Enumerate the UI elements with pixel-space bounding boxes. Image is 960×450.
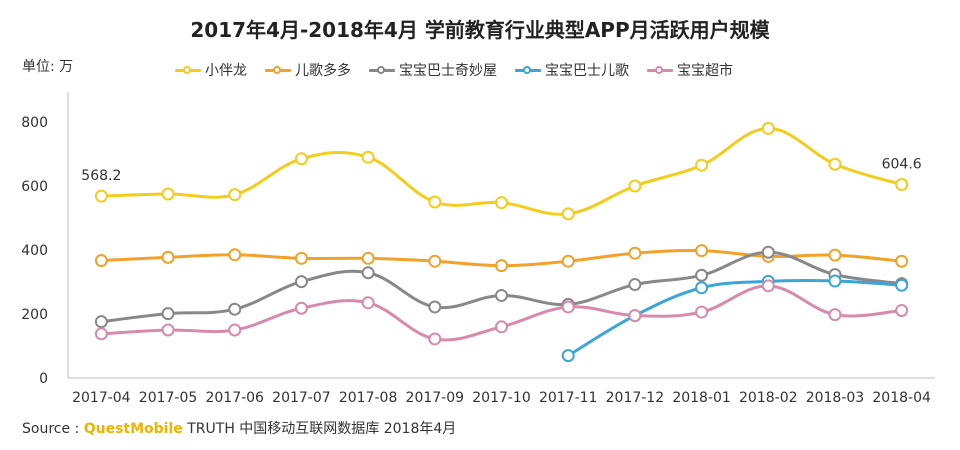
source-note: Source : QuestMobile TRUTH 中国移动互联网数据库 20… — [22, 418, 456, 438]
y-tick-label: 600 — [21, 179, 48, 195]
data-point — [361, 150, 375, 164]
data-point — [761, 121, 775, 135]
data-point — [94, 327, 108, 341]
data-point — [361, 266, 375, 280]
legend-label: 小伴龙 — [205, 63, 247, 79]
data-point — [94, 189, 108, 203]
data-point — [228, 248, 242, 262]
data-point — [895, 178, 909, 192]
x-tick-label: 2017-11 — [539, 390, 598, 406]
y-tick-label: 200 — [21, 307, 48, 323]
data-point — [695, 305, 709, 319]
data-point — [828, 274, 842, 288]
source-rest: TRUTH 中国移动互联网数据库 2018年4月 — [187, 421, 457, 437]
data-point — [428, 332, 442, 346]
data-point — [161, 307, 175, 321]
data-point — [628, 179, 642, 193]
unit-label: 单位: 万 — [22, 59, 74, 75]
data-point — [895, 303, 909, 317]
legend-label: 宝宝巴士奇妙屋 — [399, 63, 497, 79]
x-tick-label: 2017-04 — [72, 390, 131, 406]
data-point — [561, 207, 575, 221]
legend-item: 宝宝巴士儿歌 — [515, 60, 629, 80]
data-point — [361, 251, 375, 265]
data-point — [761, 245, 775, 259]
data-point — [94, 315, 108, 329]
x-tick-label: 2017-09 — [406, 390, 465, 406]
data-point — [161, 187, 175, 201]
legend-label: 儿歌多多 — [295, 63, 351, 79]
data-point — [761, 279, 775, 293]
data-point — [561, 300, 575, 314]
data-point — [161, 250, 175, 264]
data-point — [895, 254, 909, 268]
x-tick-label: 2017-08 — [339, 390, 398, 406]
source-prefix: Source : — [22, 421, 80, 437]
data-point — [495, 320, 508, 334]
legend-item: 儿歌多多 — [265, 60, 351, 80]
legend-label: 宝宝超市 — [677, 63, 733, 79]
data-point — [561, 349, 575, 363]
data-point — [428, 300, 442, 314]
data-point — [428, 195, 442, 209]
legend-swatch — [265, 65, 291, 75]
data-point — [828, 248, 842, 262]
data-point — [695, 158, 709, 172]
data-point — [294, 301, 308, 315]
legend-swatch — [369, 65, 395, 75]
data-point — [495, 196, 508, 210]
x-tick-label: 2018-03 — [806, 390, 865, 406]
x-tick-label: 2017-10 — [472, 390, 531, 406]
x-tick-label: 2018-04 — [872, 390, 931, 406]
data-point — [628, 309, 642, 323]
data-point — [695, 281, 709, 295]
data-point — [161, 323, 175, 337]
data-point — [695, 244, 709, 258]
legend-swatch — [175, 65, 201, 75]
data-point — [361, 296, 375, 310]
x-tick-label: 2018-02 — [739, 390, 798, 406]
legend-swatch — [515, 65, 541, 75]
data-point — [628, 278, 642, 292]
data-label: 568.2 — [81, 168, 121, 184]
data-label: 604.6 — [882, 157, 922, 173]
data-point — [495, 259, 508, 273]
chart-title: 2017年4月-2018年4月 学前教育行业典型APP月活跃用户规模 — [190, 18, 770, 42]
x-tick-label: 2017-05 — [139, 390, 198, 406]
data-point — [628, 246, 642, 260]
legend-label: 宝宝巴士儿歌 — [545, 63, 629, 79]
x-tick-label: 2017-07 — [272, 390, 331, 406]
data-point — [294, 275, 308, 289]
data-point — [561, 254, 575, 268]
data-point — [228, 302, 242, 316]
data-point — [495, 288, 508, 302]
legend: 小伴龙 儿歌多多 宝宝巴士奇妙屋 宝宝巴士儿歌 宝宝超市 — [175, 60, 733, 80]
legend-item: 宝宝巴士奇妙屋 — [369, 60, 497, 80]
data-point — [294, 251, 308, 265]
y-tick-label: 800 — [21, 115, 48, 131]
x-tick-label: 2017-12 — [606, 390, 665, 406]
data-point — [228, 323, 242, 337]
data-point — [94, 254, 108, 268]
x-tick-label: 2017-06 — [205, 390, 264, 406]
legend-item: 宝宝超市 — [647, 60, 733, 80]
legend-swatch — [647, 65, 673, 75]
data-point — [294, 152, 308, 166]
source-brand: QuestMobile — [83, 421, 183, 437]
series-line — [566, 278, 904, 358]
data-point — [695, 268, 709, 282]
legend-item: 小伴龙 — [175, 60, 247, 80]
x-tick-label: 2018-01 — [672, 390, 731, 406]
data-point — [828, 157, 842, 171]
data-point — [828, 308, 842, 322]
data-point — [895, 278, 909, 292]
data-point — [428, 254, 442, 268]
y-tick-label: 0 — [39, 371, 48, 387]
data-point — [228, 188, 242, 202]
y-tick-label: 400 — [21, 243, 48, 259]
